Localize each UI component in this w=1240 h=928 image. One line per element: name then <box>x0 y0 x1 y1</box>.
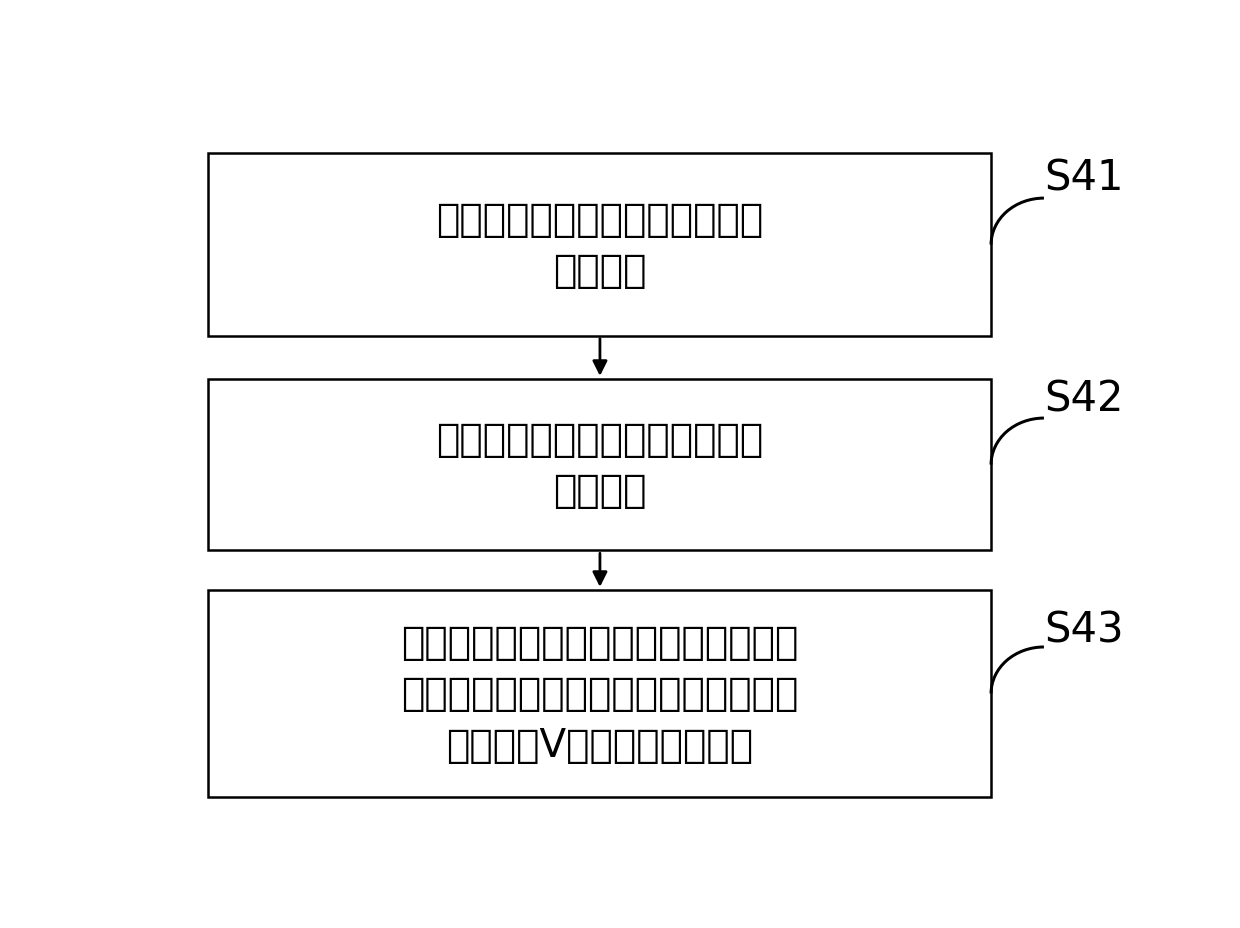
Text: S41: S41 <box>1044 157 1123 199</box>
Text: S43: S43 <box>1044 609 1123 651</box>
Bar <box>208 154 991 337</box>
Text: 第二差值: 第二差值 <box>553 471 646 509</box>
Text: 参数值、第一差值、第二差值，采用弦: 参数值、第一差值、第二差值，采用弦 <box>401 675 799 713</box>
Text: S42: S42 <box>1044 378 1123 419</box>
Text: 根据第二关系及第一参数值得到: 根据第二关系及第一参数值得到 <box>435 200 763 238</box>
Bar <box>208 380 991 551</box>
Bar <box>208 590 991 797</box>
Text: 第一差值: 第一差值 <box>553 252 646 290</box>
Text: 根据预设标准范围、第一参数值、第二: 根据预设标准范围、第一参数值、第二 <box>401 624 799 662</box>
Text: 截法确定V锥流量计差压量程: 截法确定V锥流量计差压量程 <box>446 727 753 764</box>
Text: 根据第二关系及第二参数值得到: 根据第二关系及第二参数值得到 <box>435 420 763 458</box>
